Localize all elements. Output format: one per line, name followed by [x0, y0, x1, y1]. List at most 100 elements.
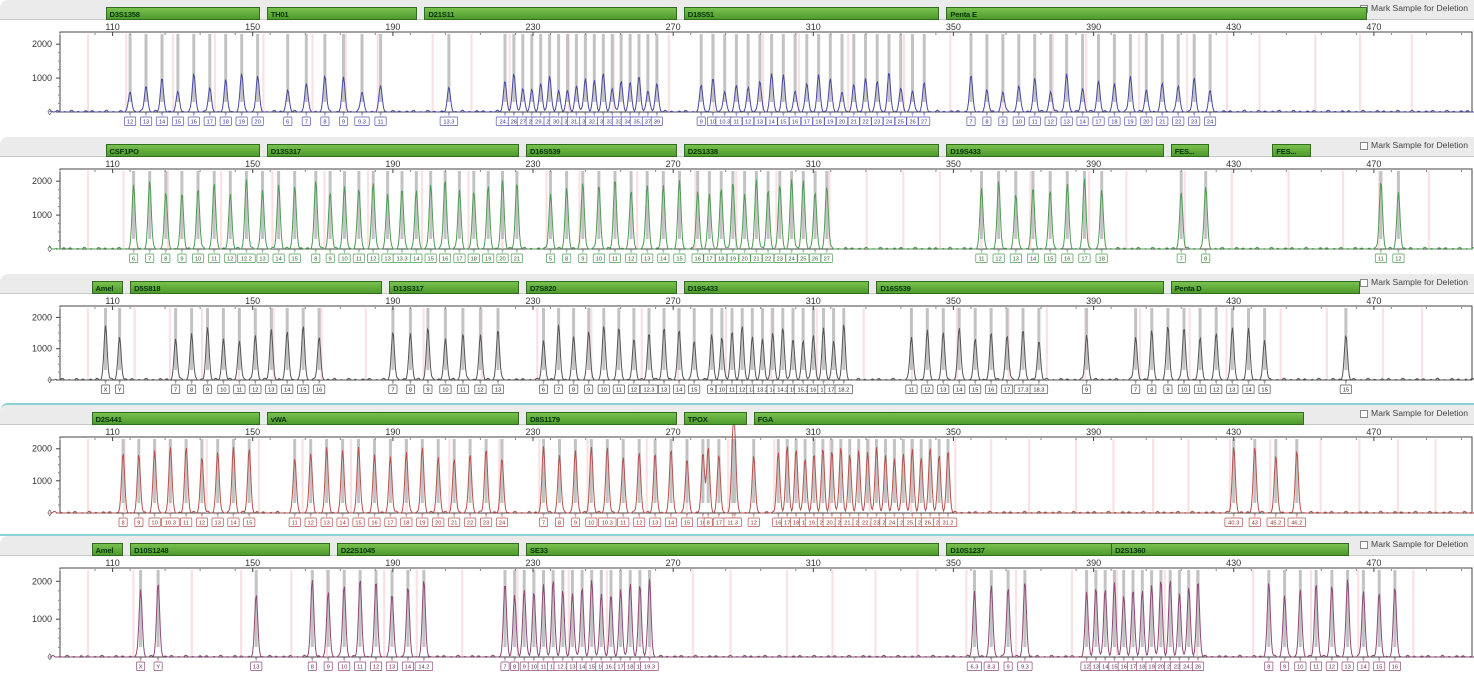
- svg-text:26: 26: [1195, 665, 1201, 671]
- svg-text:25: 25: [800, 257, 806, 263]
- svg-text:11.3: 11.3: [727, 521, 738, 527]
- svg-text:110: 110: [105, 427, 119, 437]
- svg-text:14: 14: [1030, 257, 1036, 263]
- svg-text:1000: 1000: [32, 476, 52, 486]
- svg-text:15: 15: [300, 388, 306, 394]
- svg-text:14: 14: [768, 120, 774, 126]
- svg-text:12: 12: [1048, 120, 1054, 126]
- svg-text:21: 21: [514, 257, 520, 263]
- svg-text:16: 16: [1392, 665, 1398, 671]
- svg-text:22: 22: [862, 120, 868, 126]
- svg-text:10: 10: [1297, 665, 1303, 671]
- svg-text:17: 17: [804, 120, 810, 126]
- svg-text:27: 27: [520, 120, 526, 126]
- svg-text:20: 20: [1158, 665, 1164, 671]
- svg-text:17: 17: [1130, 665, 1136, 671]
- svg-text:7: 7: [557, 388, 560, 394]
- svg-text:12: 12: [227, 257, 233, 263]
- svg-text:8: 8: [311, 665, 314, 671]
- svg-text:20: 20: [1143, 120, 1149, 126]
- svg-text:17: 17: [1081, 257, 1087, 263]
- svg-text:150: 150: [245, 558, 260, 568]
- svg-text:13: 13: [259, 257, 265, 263]
- svg-text:15: 15: [428, 257, 434, 263]
- svg-text:8: 8: [190, 388, 193, 394]
- svg-text:15: 15: [175, 120, 181, 126]
- svg-text:1000: 1000: [32, 210, 52, 220]
- svg-text:110: 110: [105, 22, 119, 32]
- svg-text:19: 19: [730, 257, 736, 263]
- svg-text:17: 17: [456, 257, 462, 263]
- svg-text:X: X: [139, 665, 143, 671]
- svg-text:9: 9: [700, 120, 703, 126]
- svg-text:16: 16: [371, 521, 377, 527]
- svg-text:10: 10: [588, 521, 594, 527]
- svg-text:16: 16: [810, 388, 816, 394]
- svg-text:230: 230: [525, 159, 540, 169]
- svg-text:24: 24: [499, 521, 505, 527]
- svg-text:12: 12: [1329, 665, 1335, 671]
- svg-text:15.2: 15.2: [798, 388, 809, 394]
- svg-text:15: 15: [1111, 665, 1117, 671]
- svg-text:16: 16: [988, 388, 994, 394]
- svg-text:270: 270: [666, 22, 681, 32]
- svg-text:9: 9: [1283, 665, 1286, 671]
- svg-text:X: X: [104, 388, 108, 394]
- svg-text:18: 18: [223, 120, 229, 126]
- svg-text:10: 10: [710, 120, 716, 126]
- svg-text:8: 8: [707, 521, 710, 527]
- svg-text:7: 7: [174, 388, 177, 394]
- svg-text:16: 16: [1064, 257, 1070, 263]
- svg-text:9: 9: [710, 388, 713, 394]
- svg-text:2000: 2000: [32, 312, 52, 322]
- svg-text:470: 470: [1366, 558, 1381, 568]
- svg-text:8: 8: [565, 257, 568, 263]
- svg-text:8: 8: [1204, 257, 1207, 263]
- svg-text:14: 14: [275, 257, 281, 263]
- svg-text:12: 12: [739, 388, 745, 394]
- svg-text:23: 23: [1191, 120, 1197, 126]
- svg-text:Y: Y: [118, 388, 122, 394]
- svg-text:13: 13: [143, 120, 149, 126]
- svg-text:8: 8: [572, 388, 575, 394]
- svg-text:◊: ◊: [48, 107, 53, 117]
- svg-text:8: 8: [164, 257, 167, 263]
- svg-text:6: 6: [132, 257, 135, 263]
- svg-text:9: 9: [329, 257, 332, 263]
- svg-text:270: 270: [666, 427, 681, 437]
- svg-text:20: 20: [254, 120, 260, 126]
- svg-text:11: 11: [612, 257, 618, 263]
- svg-text:230: 230: [525, 558, 540, 568]
- svg-text:9.3: 9.3: [1021, 665, 1029, 671]
- svg-text:14: 14: [660, 257, 666, 263]
- svg-text:23: 23: [873, 521, 879, 527]
- svg-text:13: 13: [1093, 665, 1099, 671]
- svg-text:26: 26: [909, 120, 915, 126]
- svg-text:10: 10: [442, 388, 448, 394]
- svg-text:9: 9: [426, 388, 429, 394]
- svg-text:24: 24: [788, 257, 794, 263]
- svg-text:270: 270: [666, 558, 681, 568]
- svg-text:21: 21: [753, 257, 759, 263]
- svg-text:16: 16: [191, 120, 197, 126]
- svg-text:18: 18: [1139, 665, 1145, 671]
- svg-text:14: 14: [956, 388, 962, 394]
- svg-text:15: 15: [1376, 665, 1382, 671]
- svg-text:14: 14: [1360, 665, 1366, 671]
- svg-text:9.3: 9.3: [358, 120, 366, 126]
- svg-text:270: 270: [666, 159, 681, 169]
- svg-text:11: 11: [1378, 257, 1384, 263]
- svg-text:13.2: 13.2: [757, 388, 768, 394]
- svg-text:17: 17: [207, 120, 213, 126]
- svg-text:470: 470: [1366, 427, 1381, 437]
- svg-text:11: 11: [292, 521, 298, 527]
- svg-text:10: 10: [341, 665, 347, 671]
- svg-text:17.3: 17.3: [1017, 388, 1028, 394]
- svg-text:12: 12: [628, 257, 634, 263]
- svg-text:270: 270: [666, 296, 681, 306]
- svg-text:22: 22: [765, 257, 771, 263]
- svg-text:430: 430: [1226, 296, 1241, 306]
- svg-text:9: 9: [574, 521, 577, 527]
- svg-text:10: 10: [195, 257, 201, 263]
- svg-text:15: 15: [589, 665, 595, 671]
